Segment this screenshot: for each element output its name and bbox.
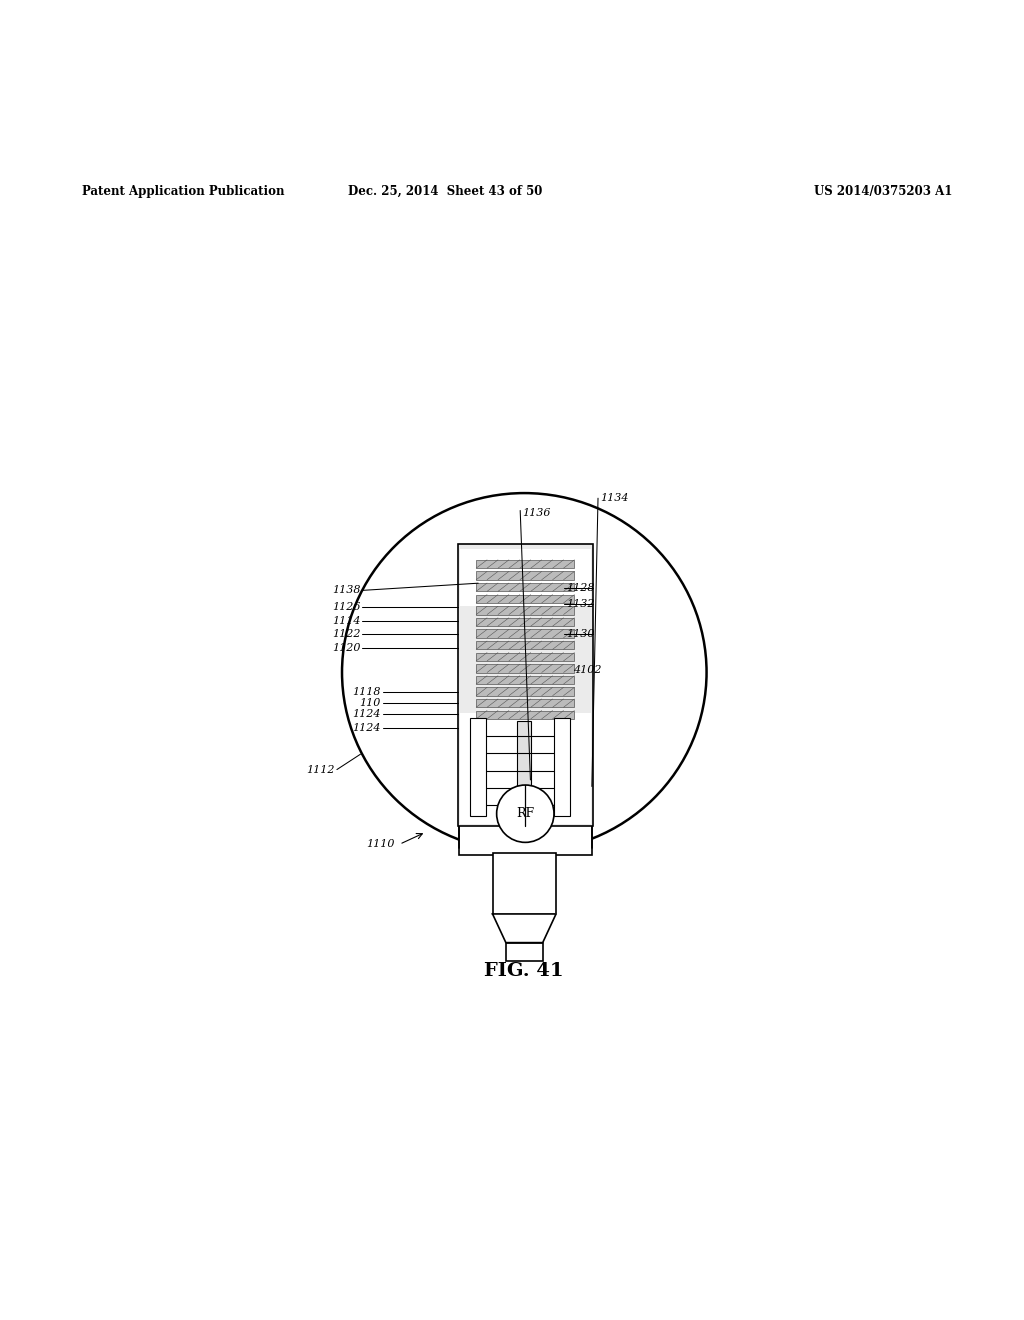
Bar: [476, 676, 574, 684]
Text: 1124: 1124: [352, 722, 381, 733]
Bar: [476, 710, 574, 719]
Bar: [476, 642, 574, 649]
Polygon shape: [493, 913, 556, 942]
Bar: [476, 664, 574, 672]
Text: 1126: 1126: [332, 602, 360, 611]
Bar: [476, 618, 574, 626]
Text: 4102: 4102: [573, 665, 602, 676]
Text: 1110: 1110: [366, 840, 394, 849]
Bar: [476, 583, 574, 591]
Bar: [493, 853, 556, 913]
Text: RF: RF: [516, 808, 535, 820]
Bar: [458, 544, 593, 826]
Bar: [476, 630, 574, 638]
Bar: [476, 688, 574, 696]
Bar: [470, 718, 486, 816]
Text: 1138: 1138: [332, 585, 360, 595]
Bar: [506, 942, 543, 961]
Bar: [460, 713, 591, 824]
Bar: [476, 572, 574, 579]
Circle shape: [497, 785, 554, 842]
Ellipse shape: [342, 494, 707, 851]
Text: 1124: 1124: [352, 709, 381, 719]
Bar: [517, 721, 531, 817]
Text: 1118: 1118: [352, 686, 381, 697]
Text: Dec. 25, 2014  Sheet 43 of 50: Dec. 25, 2014 Sheet 43 of 50: [348, 185, 543, 198]
Bar: [476, 698, 574, 708]
Bar: [459, 758, 592, 854]
Text: 1112: 1112: [306, 764, 335, 775]
Text: 1114: 1114: [332, 616, 360, 626]
Text: 1136: 1136: [522, 508, 551, 517]
Bar: [476, 652, 574, 661]
Bar: [554, 718, 570, 816]
Text: US 2014/0375203 A1: US 2014/0375203 A1: [814, 185, 952, 198]
Bar: [476, 560, 574, 568]
Text: 1128: 1128: [566, 583, 595, 593]
Bar: [476, 594, 574, 603]
Text: Patent Application Publication: Patent Application Publication: [82, 185, 285, 198]
Text: 1132: 1132: [566, 599, 595, 609]
Text: 1134: 1134: [600, 494, 629, 503]
Text: 110: 110: [359, 698, 381, 708]
Text: 1130: 1130: [566, 630, 595, 639]
Text: 1120: 1120: [332, 643, 360, 652]
Bar: [476, 606, 574, 615]
Bar: [460, 549, 591, 606]
Text: FIG. 41: FIG. 41: [484, 962, 564, 981]
Text: 1122: 1122: [332, 630, 360, 639]
